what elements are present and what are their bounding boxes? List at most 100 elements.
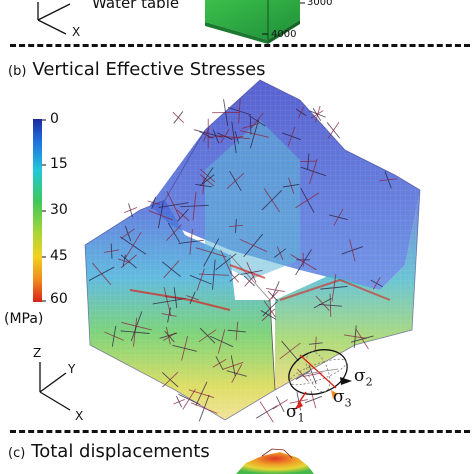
top-model-block: [205, 0, 305, 44]
fracture-line: [190, 402, 218, 414]
fracture-line: [189, 229, 193, 255]
fracture-line: [272, 399, 288, 410]
fracture-line: [276, 246, 284, 260]
fracture-line: [263, 188, 281, 213]
fracture-line: [161, 313, 177, 317]
fracture-line: [223, 361, 244, 370]
fracture-line: [261, 308, 276, 322]
fracture-line: [172, 111, 185, 124]
depth-tick-3000: 3000: [307, 0, 333, 8]
fracture-line: [287, 126, 296, 146]
fracture-line: [310, 110, 324, 119]
fracture-line: [230, 272, 239, 283]
panel-c-title: (c) Total displacements: [8, 441, 210, 462]
fracture-line: [327, 121, 340, 139]
fracture-line: [333, 208, 344, 226]
fracture-line: [217, 329, 226, 354]
fracture-line: [124, 231, 142, 260]
fracture-line: [104, 249, 120, 253]
fracture-line: [355, 328, 369, 350]
fracture-line: [198, 329, 217, 343]
fracture-line: [132, 317, 138, 347]
colorbar-tick-30: 30: [50, 202, 68, 218]
sigma-2-label: σ2: [354, 366, 373, 389]
fracture-line: [235, 321, 239, 341]
fracture-line: [250, 112, 264, 129]
fracture-line: [266, 288, 285, 293]
fracture-line: [202, 177, 205, 195]
fracture-line: [372, 277, 381, 290]
panel-b-title: (b) Vertical Effective Stresses: [8, 59, 266, 80]
fracture-line: [181, 335, 189, 361]
fracture-line: [242, 122, 260, 129]
fracture-line: [163, 286, 172, 317]
fracture-line: [199, 168, 216, 183]
fracture-line: [196, 268, 205, 291]
stress-model-3d: [84, 79, 421, 423]
fracture-line: [240, 130, 270, 138]
fracture-line: [298, 106, 305, 119]
fracture-line: [123, 207, 138, 214]
fracture-line: [212, 358, 227, 368]
fracture-line: [199, 174, 215, 187]
top-axes: [37, 2, 71, 35]
panel-b-title-text: Vertical Effective Stresses: [32, 59, 266, 80]
fracture-line: [239, 238, 267, 252]
colorbar-tick-45: 45: [50, 248, 68, 264]
fracture-line: [220, 129, 230, 144]
colorbar-tick-0: 0: [50, 111, 59, 127]
fracture-line: [349, 239, 356, 262]
fracture-line: [165, 296, 186, 300]
colorbar-ticks: [42, 119, 46, 302]
fracture-line: [226, 172, 245, 190]
axis-x-label: X: [75, 409, 84, 423]
panel-b-axes: [39, 362, 71, 411]
fracture-line: [259, 401, 274, 423]
fracture-line: [246, 261, 257, 283]
axis-y-label: Y: [68, 362, 76, 376]
fracture-line: [267, 290, 279, 302]
colorbar-unit: (MPa): [4, 311, 44, 327]
fracture-line: [166, 191, 181, 219]
fracture-line: [203, 127, 210, 143]
fracture-line: [121, 322, 152, 331]
panel-divider-top: [10, 44, 470, 47]
colorbar: [33, 119, 42, 302]
panel-c-letter: (c): [8, 446, 26, 461]
fracture-line: [329, 293, 332, 317]
fracture-line: [163, 260, 180, 279]
fracture-line: [188, 389, 215, 399]
fracture-marks: [88, 98, 398, 423]
depth-tick-4000: 4000: [271, 29, 297, 40]
fracture-line: [310, 390, 317, 409]
fracture-line: [379, 178, 398, 182]
fracture-line: [182, 389, 196, 410]
fracture-line: [173, 398, 185, 405]
fracture-line: [104, 331, 124, 341]
fracture-line: [288, 177, 295, 194]
fracture-line: [263, 300, 276, 318]
fracture-line: [238, 98, 241, 124]
stress-ellipsoid-legend: [288, 349, 352, 410]
fracture-line: [176, 209, 190, 222]
water-table-label: Water table: [92, 0, 180, 12]
fracture-line: [244, 275, 255, 287]
sigma-3-label: σ3: [333, 387, 352, 410]
fracture-line: [148, 210, 174, 221]
sigma-1-label: σ1: [286, 402, 305, 425]
fracture-line: [118, 258, 131, 264]
fracture-line: [198, 273, 229, 276]
fracture-line: [314, 336, 317, 351]
panel-divider-bottom: [10, 430, 470, 433]
colorbar-tick-60: 60: [50, 291, 68, 307]
fracture-line: [315, 295, 330, 311]
fracture-line: [147, 200, 160, 205]
fracture-line: [162, 371, 179, 388]
panel-c-title-text: Total displacements: [31, 441, 210, 462]
panel-b-letter: (b): [8, 64, 27, 79]
axis-z-label: Z: [33, 346, 42, 360]
fracture-line: [279, 342, 301, 360]
fracture-line: [91, 262, 112, 286]
fracture-line: [229, 224, 243, 228]
